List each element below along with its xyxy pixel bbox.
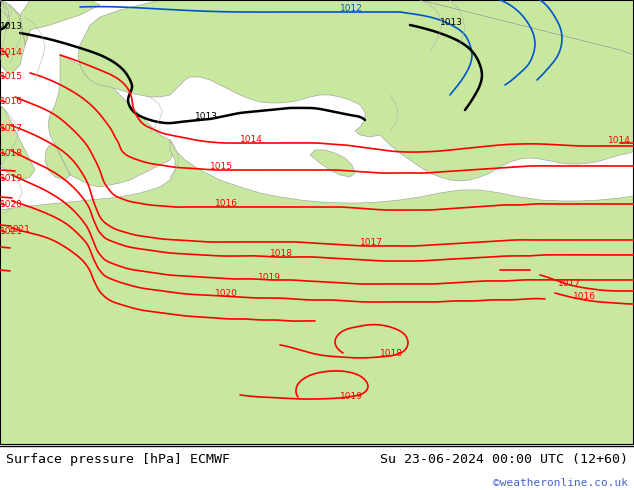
Text: 1019: 1019: [340, 392, 363, 401]
Polygon shape: [310, 150, 355, 177]
Text: 1018: 1018: [380, 349, 403, 359]
Text: 1016: 1016: [215, 199, 238, 208]
Text: 1014: 1014: [608, 137, 631, 146]
Polygon shape: [45, 145, 70, 180]
Text: 1019: 1019: [0, 174, 23, 183]
Polygon shape: [78, 0, 634, 181]
Text: 1017: 1017: [558, 279, 581, 289]
Text: 1020: 1020: [215, 290, 238, 298]
Text: 1012: 1012: [340, 4, 363, 14]
Text: 1016: 1016: [573, 293, 596, 301]
Text: 1021: 1021: [0, 227, 23, 237]
Polygon shape: [0, 105, 35, 180]
Text: 1013: 1013: [0, 23, 23, 31]
Text: 1019: 1019: [258, 273, 281, 282]
Text: 1015: 1015: [210, 163, 233, 172]
Text: Surface pressure [hPa] ECMWF: Surface pressure [hPa] ECMWF: [6, 453, 230, 466]
Text: ©weatheronline.co.uk: ©weatheronline.co.uk: [493, 478, 628, 488]
Polygon shape: [0, 140, 634, 445]
Text: 1020: 1020: [0, 200, 23, 209]
Text: 1017: 1017: [0, 124, 23, 133]
Polygon shape: [420, 0, 634, 55]
Text: 1018: 1018: [270, 249, 293, 258]
Polygon shape: [0, 0, 10, 30]
Text: 1021: 1021: [8, 225, 31, 234]
Text: 1018: 1018: [0, 149, 23, 158]
Text: Su 23-06-2024 00:00 UTC (12+60): Su 23-06-2024 00:00 UTC (12+60): [380, 453, 628, 466]
Polygon shape: [20, 0, 100, 45]
Polygon shape: [48, 55, 175, 187]
Text: 1014: 1014: [0, 49, 23, 57]
Polygon shape: [0, 0, 30, 75]
Polygon shape: [386, 95, 415, 140]
Text: 1017: 1017: [360, 239, 383, 247]
Text: 1016: 1016: [0, 98, 23, 106]
Text: 1015: 1015: [0, 73, 23, 81]
Text: 1013: 1013: [440, 19, 463, 27]
Text: 1014: 1014: [240, 135, 263, 145]
Text: 1013: 1013: [195, 113, 218, 122]
